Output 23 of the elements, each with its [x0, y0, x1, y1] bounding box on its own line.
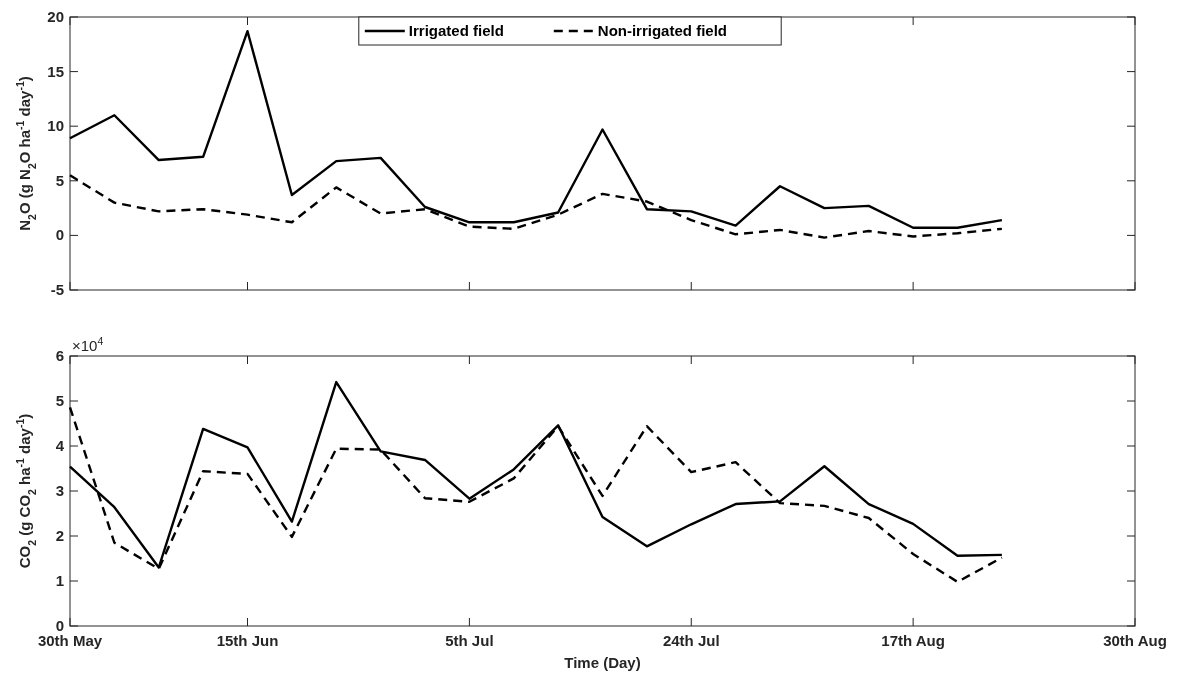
x-tick-label: 30th Aug [1103, 632, 1167, 649]
x-tick-label: 15th Jun [216, 632, 279, 649]
y-tick-label: 0 [55, 617, 64, 634]
x-axis-title: Time (Day) [564, 654, 641, 671]
y-tick-label: 20 [47, 8, 64, 25]
x-tick-label: 30th May [37, 632, 103, 649]
y-tick-label: 3 [55, 482, 64, 499]
x-tick-label: 17th Aug [881, 632, 945, 649]
legend-label: Irrigated field [408, 22, 504, 39]
y-tick-label: 5 [55, 171, 64, 189]
x-tick-label: 24th Jul [662, 632, 720, 649]
y-tick-label: 5 [55, 392, 64, 409]
x-tick-label: 5th Jul [445, 632, 494, 649]
y-tick-label: 15 [47, 62, 64, 80]
y-tick-label: 1 [55, 572, 64, 589]
y-tick-label: 4 [55, 437, 65, 454]
y-tick-label: -5 [50, 281, 64, 298]
y-tick-label: 10 [47, 117, 64, 135]
y-tick-label: 0 [55, 226, 64, 244]
y-tick-label: 6 [55, 347, 64, 364]
y-tick-label: 2 [55, 527, 64, 544]
legend-label: Non-irrigated field [597, 22, 727, 39]
text: ×10$^{4}$ [72, 335, 104, 354]
